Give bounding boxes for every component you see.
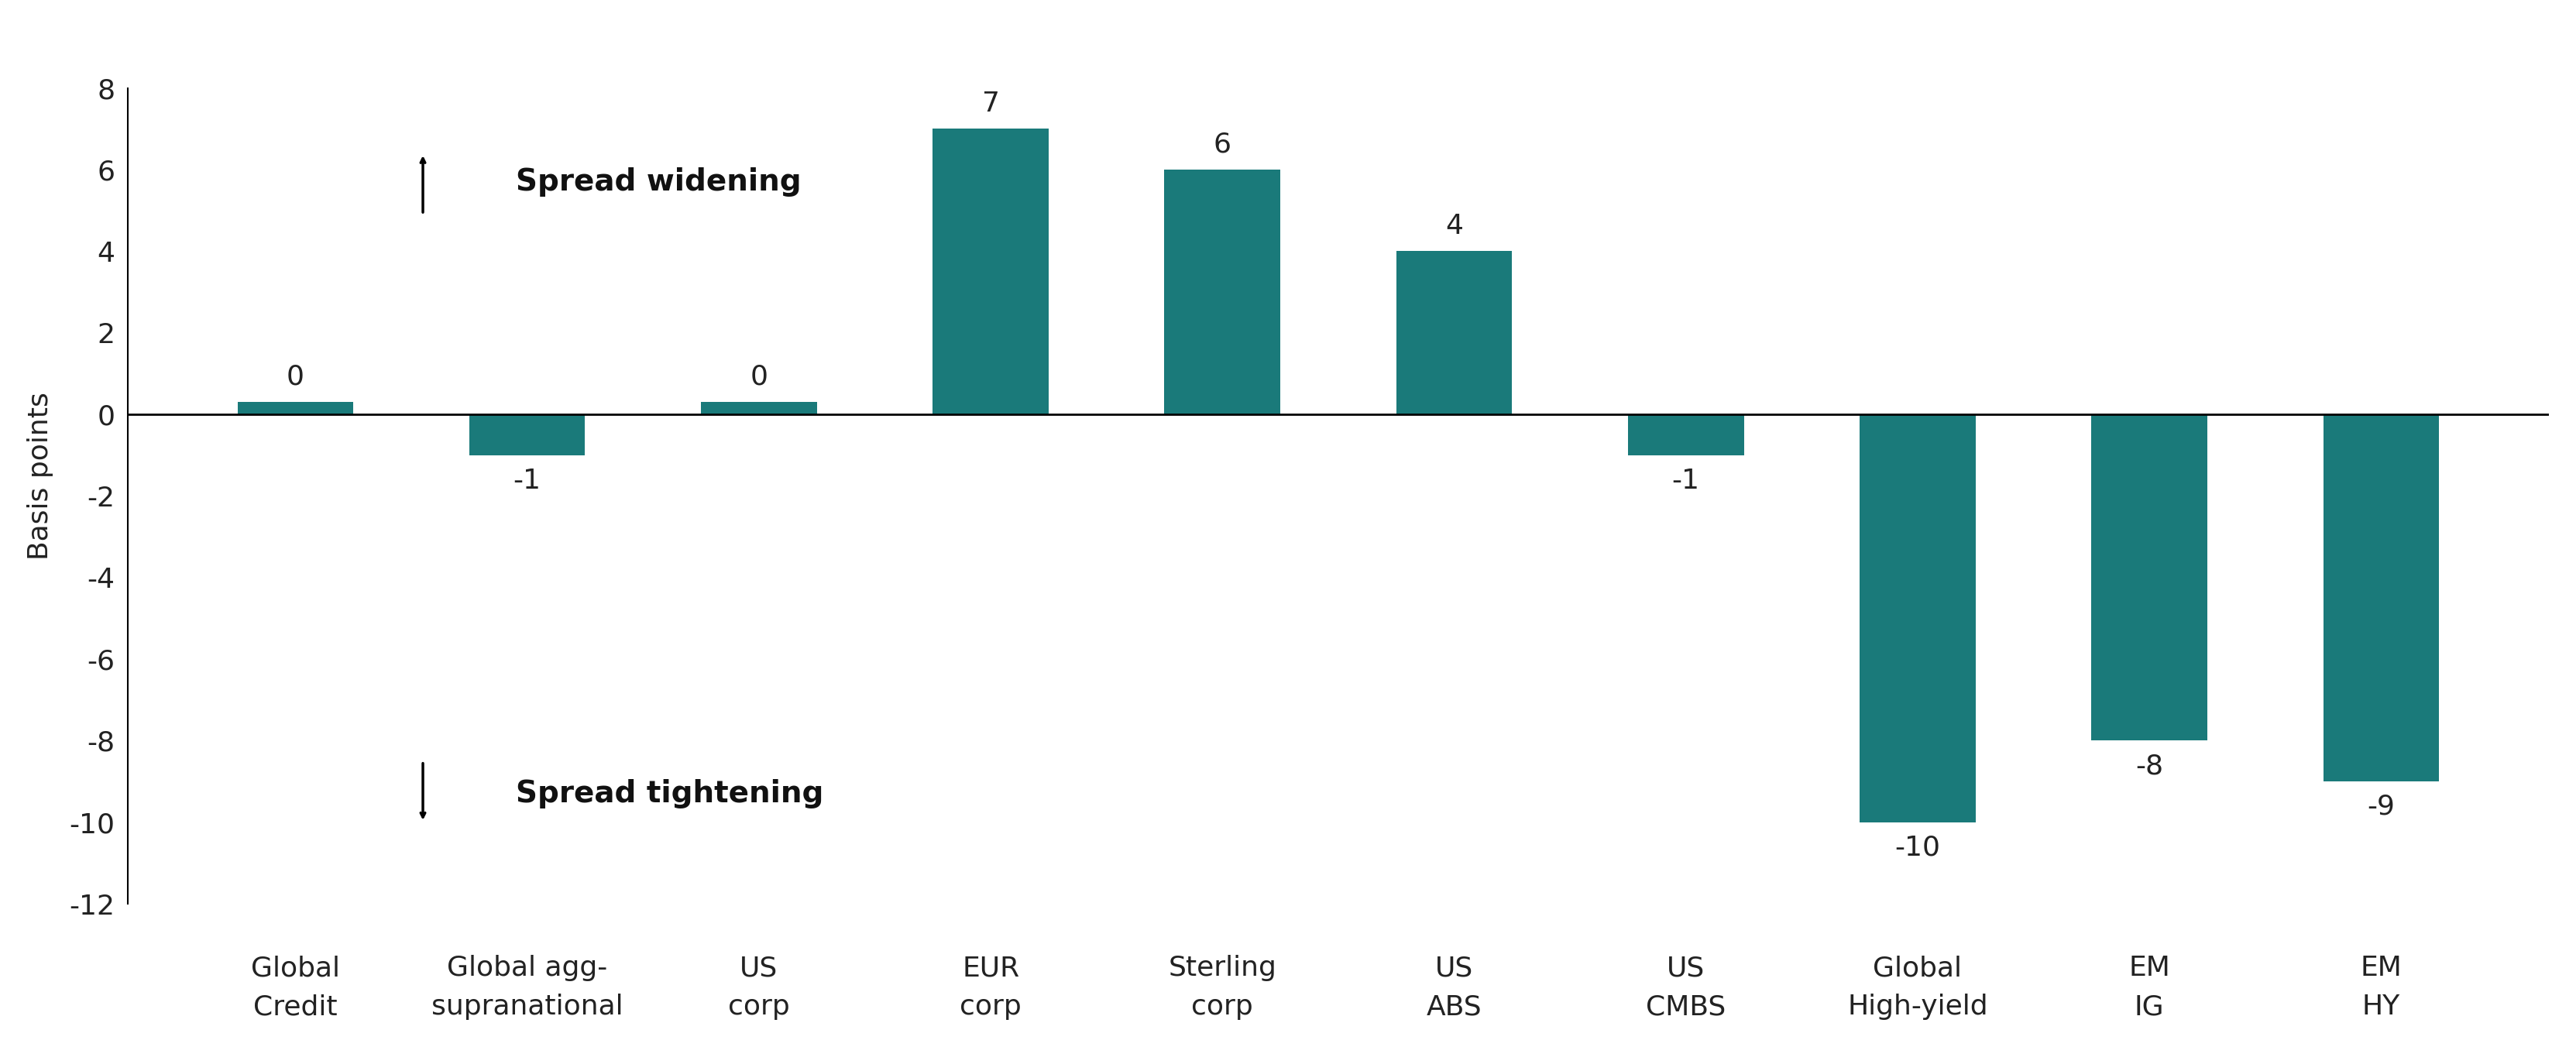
Text: Spread tightening: Spread tightening bbox=[515, 779, 824, 808]
Text: Spread widening: Spread widening bbox=[515, 168, 801, 197]
Bar bbox=[2092, 415, 2208, 740]
Text: -8: -8 bbox=[2136, 753, 2164, 779]
Text: 6: 6 bbox=[1213, 131, 1231, 157]
Text: 7: 7 bbox=[981, 90, 999, 116]
Bar bbox=[1396, 251, 1512, 415]
Text: -9: -9 bbox=[2367, 794, 2396, 820]
Text: 0: 0 bbox=[286, 363, 304, 389]
Text: 0: 0 bbox=[750, 363, 768, 389]
Bar bbox=[2324, 415, 2439, 781]
Bar bbox=[1860, 415, 1976, 822]
Bar bbox=[237, 402, 353, 415]
Bar bbox=[1164, 170, 1280, 415]
Y-axis label: Basis points: Basis points bbox=[26, 392, 54, 559]
Text: -10: -10 bbox=[1896, 834, 1940, 861]
Text: -1: -1 bbox=[513, 467, 541, 494]
Bar bbox=[1628, 415, 1744, 455]
Text: -1: -1 bbox=[1672, 467, 1700, 494]
Bar bbox=[701, 402, 817, 415]
Bar bbox=[933, 129, 1048, 415]
Bar bbox=[469, 415, 585, 455]
Text: 4: 4 bbox=[1445, 213, 1463, 239]
